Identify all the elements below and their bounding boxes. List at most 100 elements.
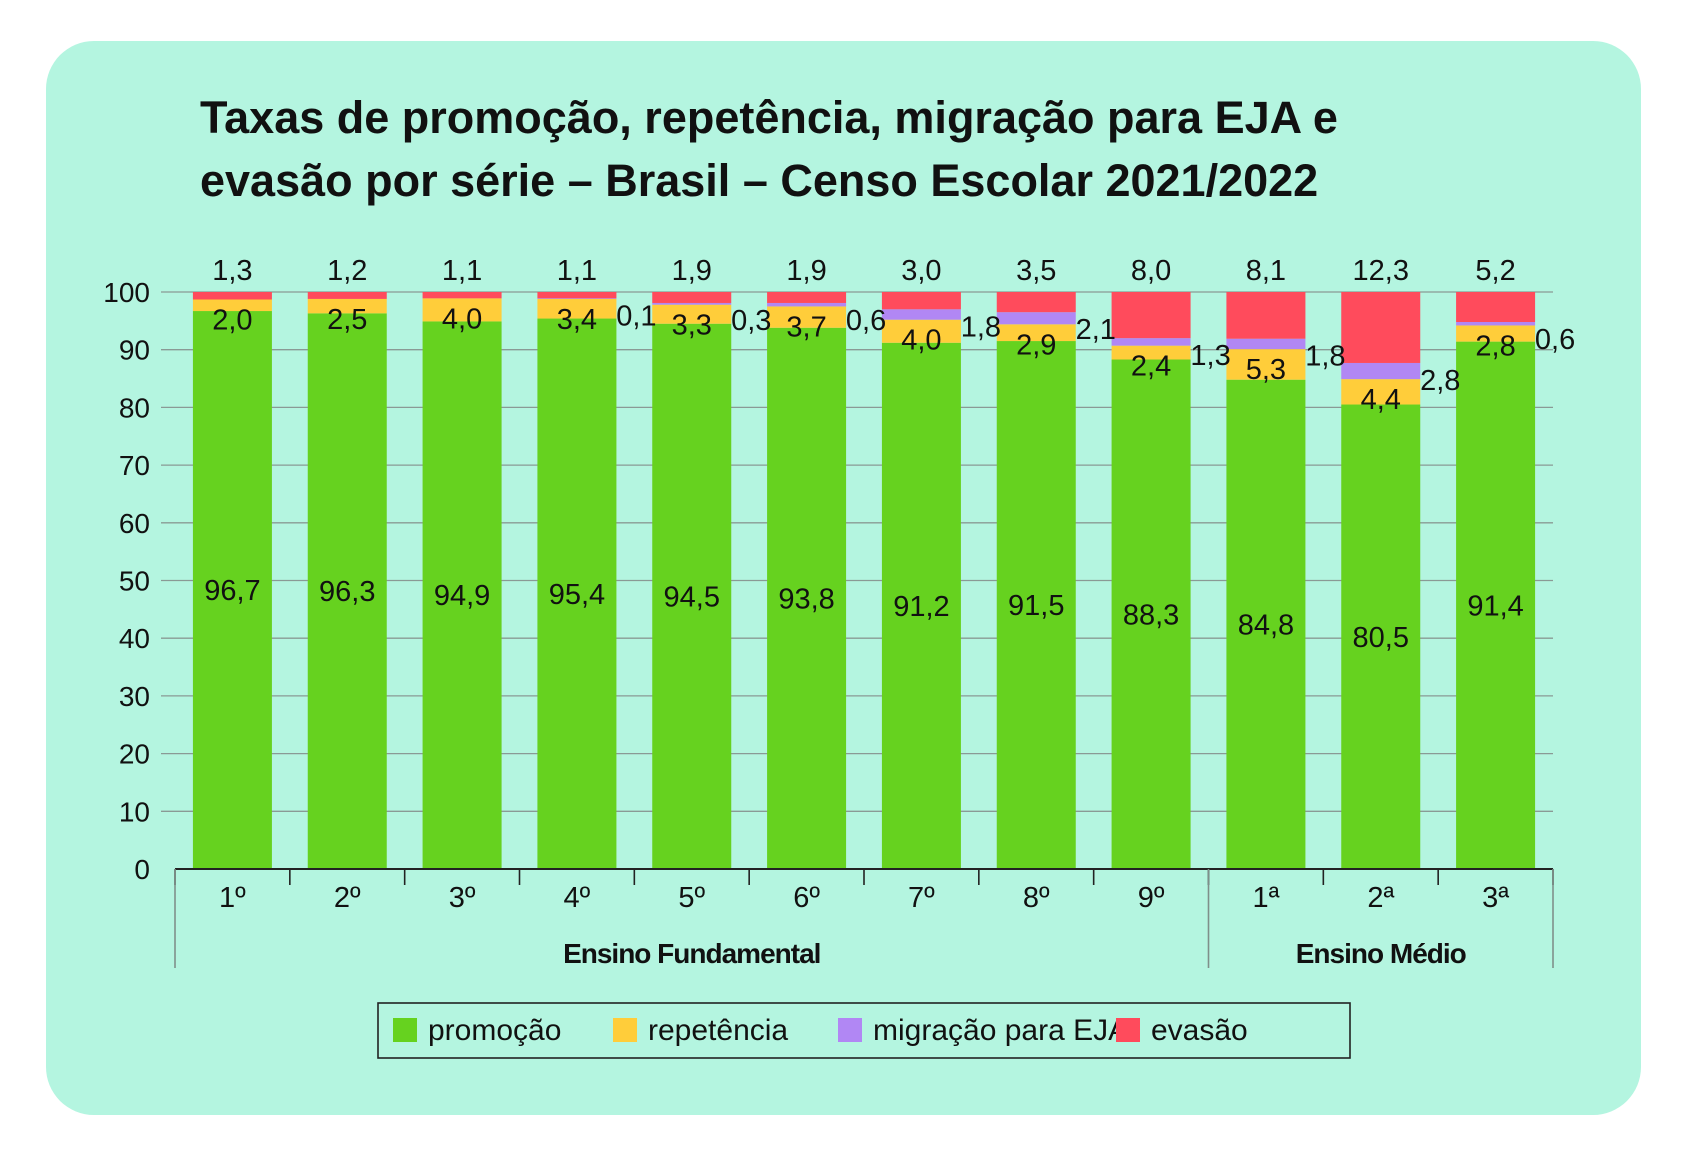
bar-segment-promoção	[537, 318, 617, 869]
data-label-promocao: 91,4	[1467, 590, 1523, 622]
bar-segment-evasão	[1341, 292, 1421, 363]
bar-segment-evasão	[1226, 292, 1306, 339]
data-label-migracao: 0,6	[1535, 324, 1575, 356]
x-tick-label: 4º	[564, 882, 591, 914]
x-tick-label: 2ª	[1367, 882, 1394, 914]
bar-segment-repetência	[1226, 349, 1306, 380]
data-label-repetencia: 3,4	[557, 304, 597, 336]
data-label-migracao: 1,8	[961, 311, 1001, 343]
data-label-promocao: 93,8	[778, 583, 834, 615]
data-label-evasao: 8,0	[1131, 255, 1171, 287]
bar-segment-migração-para-EJA	[1456, 322, 1536, 326]
data-label-evasao: 1,9	[786, 255, 826, 287]
data-label-evasao: 1,1	[442, 255, 482, 287]
bar-segment-promoção	[652, 323, 732, 869]
data-label-repetencia: 2,5	[327, 304, 367, 336]
bar-segment-promoção	[1226, 379, 1306, 869]
data-label-promocao: 96,3	[319, 576, 375, 608]
x-tick-label: 5º	[678, 882, 705, 914]
data-label-repetencia: 4,4	[1361, 384, 1401, 416]
bar-segment-repetência	[422, 298, 502, 322]
data-label-repetencia: 4,0	[901, 325, 941, 357]
data-label-migracao: 2,1	[1076, 314, 1116, 346]
x-tick-label: 9º	[1138, 882, 1165, 914]
data-label-promocao: 94,5	[664, 581, 720, 613]
bar-segment-evasão	[1111, 292, 1191, 339]
legend-swatch	[613, 1018, 637, 1042]
bar-segment-migração-para-EJA	[652, 302, 732, 305]
data-label-migracao: 2,8	[1420, 365, 1460, 397]
y-tick-label: 40	[119, 623, 150, 654]
bar-segment-promoção	[1456, 341, 1536, 869]
bar-segment-repetência	[1456, 325, 1536, 342]
x-tick-label: 1º	[219, 882, 246, 914]
data-label-evasao: 3,5	[1016, 255, 1056, 287]
data-label-evasao: 1,1	[557, 255, 597, 287]
bar-segment-promoção	[422, 321, 502, 869]
bar-segment-evasão	[422, 292, 502, 299]
chart-title-line: Taxas de promoção, repetência, migração …	[200, 92, 1338, 143]
bar-segment-repetência	[537, 298, 617, 319]
y-tick-label: 100	[103, 277, 150, 308]
bar-segment-promoção	[192, 311, 272, 869]
data-label-migracao: 0,1	[616, 300, 656, 332]
bar-segment-evasão	[307, 292, 387, 299]
legend-box	[377, 1002, 1351, 1059]
y-tick-label: 0	[134, 854, 150, 885]
bar-segment-repetência	[767, 306, 847, 328]
data-label-repetencia: 4,0	[442, 303, 482, 335]
bar-segment-promoção	[996, 341, 1076, 869]
data-label-promocao: 91,2	[893, 591, 949, 623]
bar-segment-repetência	[652, 304, 732, 324]
legend-swatch	[1116, 1018, 1140, 1042]
bar-segment-evasão	[537, 292, 617, 299]
data-label-repetencia: 5,3	[1246, 354, 1286, 386]
x-tick-label: 8º	[1023, 882, 1050, 914]
data-label-migracao: 0,6	[846, 305, 886, 337]
data-label-migracao: 1,8	[1305, 341, 1345, 373]
data-label-evasao: 1,2	[327, 255, 367, 287]
bar-segment-promoção	[767, 327, 847, 869]
group-label: Ensino Médio	[1296, 938, 1467, 969]
chart-title-line: evasão por série – Brasil – Censo Escola…	[200, 155, 1318, 206]
y-tick-label: 80	[119, 392, 150, 423]
x-tick-label: 6º	[793, 882, 820, 914]
data-label-evasao: 1,9	[672, 255, 712, 287]
y-tick-label: 90	[119, 335, 150, 366]
data-label-evasao: 3,0	[901, 255, 941, 287]
data-label-repetencia: 2,4	[1131, 351, 1171, 383]
legend-label: repetência	[648, 1014, 788, 1047]
bar-segment-evasão	[767, 292, 847, 303]
bar-segment-repetência	[996, 324, 1076, 342]
y-tick-label: 10	[119, 796, 150, 827]
data-label-promocao: 96,7	[204, 575, 260, 607]
bar-segment-migração-para-EJA	[881, 309, 961, 320]
legend-label: evasão	[1151, 1014, 1248, 1047]
bar-segment-evasão	[192, 292, 272, 300]
legend-swatch	[838, 1018, 862, 1042]
data-label-promocao: 80,5	[1353, 622, 1409, 654]
x-tick-label: 1ª	[1252, 882, 1279, 914]
data-label-repetencia: 2,8	[1475, 330, 1515, 362]
bar-segment-repetência	[881, 319, 961, 343]
bar-segment-repetência	[192, 299, 272, 312]
group-label: Ensino Fundamental	[563, 938, 820, 969]
data-label-promocao: 95,4	[549, 579, 605, 611]
bar-segment-migração-para-EJA	[996, 312, 1076, 325]
data-label-evasao: 5,2	[1475, 255, 1515, 287]
data-label-migracao: 0,3	[731, 305, 771, 337]
y-tick-label: 50	[119, 566, 150, 597]
bar-segment-migração-para-EJA	[1111, 338, 1191, 346]
data-label-promocao: 84,8	[1238, 609, 1294, 641]
bar-segment-repetência	[1341, 379, 1421, 405]
bar-segment-promoção	[881, 342, 961, 869]
y-tick-label: 30	[119, 681, 150, 712]
bar-segment-evasão	[1456, 292, 1536, 323]
bar-segment-repetência	[307, 298, 387, 314]
bar-segment-promoção	[1111, 359, 1191, 869]
data-label-repetencia: 2,9	[1016, 329, 1056, 361]
data-label-promocao: 91,5	[1008, 590, 1064, 622]
y-tick-label: 70	[119, 450, 150, 481]
x-tick-label: 7º	[908, 882, 935, 914]
